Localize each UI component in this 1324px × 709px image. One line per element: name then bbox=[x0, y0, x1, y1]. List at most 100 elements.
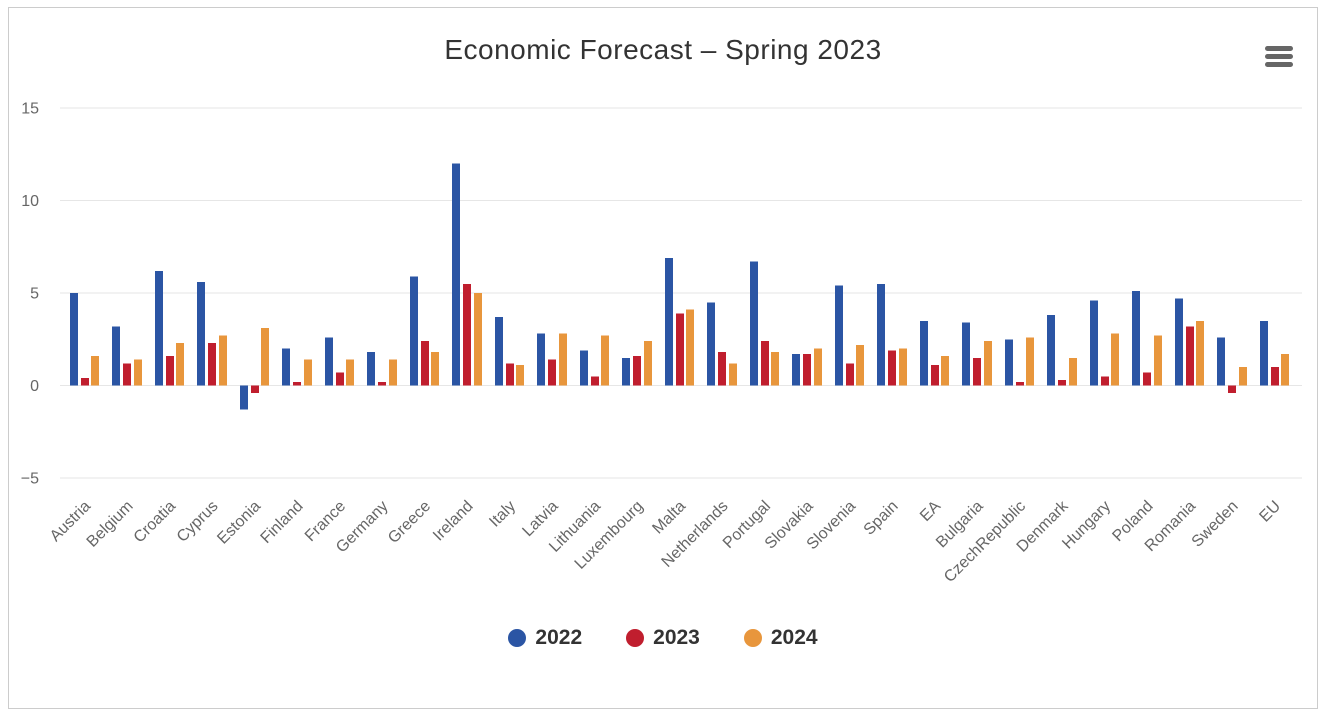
bar-2024-latvia[interactable] bbox=[559, 333, 567, 386]
bar-2024-romania[interactable] bbox=[1196, 320, 1204, 386]
bar-2024-finland[interactable] bbox=[304, 359, 312, 386]
bar-2022-portugal[interactable] bbox=[750, 261, 758, 386]
bar-2024-france[interactable] bbox=[346, 359, 354, 386]
bar-2024-denmark[interactable] bbox=[1069, 357, 1077, 386]
bar-2023-luxembourg[interactable] bbox=[633, 355, 641, 386]
bar-2024-czechrepublic[interactable] bbox=[1026, 337, 1034, 386]
bar-2022-spain[interactable] bbox=[877, 283, 885, 386]
bar-2024-belgium[interactable] bbox=[134, 359, 142, 386]
bar-2022-eu[interactable] bbox=[1260, 320, 1268, 386]
bar-2024-lithuania[interactable] bbox=[601, 335, 609, 386]
bar-2023-france[interactable] bbox=[336, 372, 344, 386]
bar-2024-slovakia[interactable] bbox=[814, 348, 822, 386]
bar-2023-belgium[interactable] bbox=[123, 363, 131, 386]
bar-2023-bulgaria[interactable] bbox=[973, 357, 981, 386]
legend-item-2022[interactable]: 2022 bbox=[508, 626, 582, 650]
bar-2024-italy[interactable] bbox=[516, 365, 524, 386]
legend-label-2022: 2022 bbox=[535, 626, 583, 649]
legend: 2022 2023 2024 bbox=[9, 626, 1317, 650]
bar-2023-estonia[interactable] bbox=[251, 385, 259, 393]
bar-2023-netherlands[interactable] bbox=[718, 352, 726, 386]
bar-2022-greece[interactable] bbox=[410, 276, 418, 386]
bar-2023-malta[interactable] bbox=[676, 313, 684, 386]
bar-2024-ireland[interactable] bbox=[474, 293, 482, 386]
y-axis-label: 5 bbox=[30, 286, 39, 303]
bar-2022-slovenia[interactable] bbox=[835, 285, 843, 386]
bar-2023-croatia[interactable] bbox=[166, 355, 174, 386]
bar-2022-bulgaria[interactable] bbox=[962, 322, 970, 386]
bar-2022-denmark[interactable] bbox=[1047, 315, 1055, 386]
bar-2023-ireland[interactable] bbox=[463, 283, 471, 386]
bar-2023-eu[interactable] bbox=[1271, 367, 1279, 386]
legend-label-2024: 2024 bbox=[770, 626, 818, 649]
bar-2023-czechrepublic[interactable] bbox=[1016, 381, 1024, 386]
bar-2023-greece[interactable] bbox=[421, 341, 429, 386]
bar-2023-ea[interactable] bbox=[931, 365, 939, 386]
bar-2022-latvia[interactable] bbox=[537, 333, 545, 386]
bar-2023-portugal[interactable] bbox=[761, 341, 769, 386]
bar-2023-italy[interactable] bbox=[506, 363, 514, 386]
bar-2023-latvia[interactable] bbox=[548, 359, 556, 386]
bar-2022-luxembourg[interactable] bbox=[622, 357, 630, 386]
bar-2024-spain[interactable] bbox=[899, 348, 907, 386]
y-axis-label: 0 bbox=[30, 378, 39, 395]
bar-2022-ea[interactable] bbox=[920, 320, 928, 386]
bar-2023-cyprus[interactable] bbox=[208, 342, 216, 386]
bar-2024-poland[interactable] bbox=[1154, 335, 1162, 386]
bar-2024-malta[interactable] bbox=[686, 309, 694, 386]
bar-2023-sweden[interactable] bbox=[1228, 385, 1236, 393]
legend-marker-2022 bbox=[508, 629, 527, 647]
bar-2023-finland[interactable] bbox=[293, 381, 301, 386]
bar-2024-austria[interactable] bbox=[91, 355, 99, 386]
bar-2022-italy[interactable] bbox=[495, 317, 503, 386]
bar-2023-austria[interactable] bbox=[81, 378, 89, 386]
bar-2023-hungary[interactable] bbox=[1101, 376, 1109, 386]
bar-2023-slovakia[interactable] bbox=[803, 354, 811, 386]
bar-2023-slovenia[interactable] bbox=[846, 363, 854, 386]
bar-2022-finland[interactable] bbox=[282, 348, 290, 386]
bar-2023-germany[interactable] bbox=[378, 381, 386, 386]
bar-2022-poland[interactable] bbox=[1132, 291, 1140, 386]
bar-2024-croatia[interactable] bbox=[176, 342, 184, 386]
bar-2022-cyprus[interactable] bbox=[197, 281, 205, 386]
bar-2022-hungary[interactable] bbox=[1090, 300, 1098, 386]
bar-2024-bulgaria[interactable] bbox=[984, 341, 992, 386]
bar-2023-romania[interactable] bbox=[1186, 326, 1194, 386]
bar-2024-luxembourg[interactable] bbox=[644, 341, 652, 386]
bar-2023-lithuania[interactable] bbox=[591, 376, 599, 386]
bar-2022-belgium[interactable] bbox=[112, 326, 120, 386]
bar-2024-greece[interactable] bbox=[431, 352, 439, 386]
bar-2022-france[interactable] bbox=[325, 337, 333, 386]
bar-2022-slovakia[interactable] bbox=[792, 354, 800, 386]
bar-2024-cyprus[interactable] bbox=[219, 335, 227, 386]
bar-2024-ea[interactable] bbox=[941, 355, 949, 386]
legend-item-2023[interactable]: 2023 bbox=[626, 626, 700, 650]
legend-item-2024[interactable]: 2024 bbox=[743, 626, 818, 650]
bar-2022-austria[interactable] bbox=[70, 293, 78, 386]
bar-2022-sweden[interactable] bbox=[1217, 337, 1225, 386]
bar-2024-slovenia[interactable] bbox=[856, 344, 864, 386]
bar-2022-romania[interactable] bbox=[1175, 298, 1183, 386]
bar-2022-malta[interactable] bbox=[665, 257, 673, 386]
bar-2022-netherlands[interactable] bbox=[707, 302, 715, 386]
bar-2024-portugal[interactable] bbox=[771, 352, 779, 386]
hamburger-menu-icon[interactable] bbox=[1265, 46, 1295, 67]
chart-container: Economic Forecast – Spring 2023 −5 0 5 10 15… bbox=[8, 7, 1318, 709]
bar-2022-germany[interactable] bbox=[367, 352, 375, 386]
x-axis-label-spain: Spain bbox=[861, 498, 902, 539]
bar-2024-estonia[interactable] bbox=[261, 328, 269, 386]
x-axis-label-ea: EA bbox=[917, 498, 944, 525]
bar-2024-hungary[interactable] bbox=[1111, 333, 1119, 386]
bar-2023-poland[interactable] bbox=[1143, 372, 1151, 386]
bar-2022-lithuania[interactable] bbox=[580, 350, 588, 386]
bar-2024-netherlands[interactable] bbox=[729, 363, 737, 386]
bar-2024-germany[interactable] bbox=[389, 359, 397, 386]
bar-2022-croatia[interactable] bbox=[155, 270, 163, 386]
bar-2024-sweden[interactable] bbox=[1239, 367, 1247, 386]
bar-2022-ireland[interactable] bbox=[452, 163, 460, 386]
bar-2024-eu[interactable] bbox=[1281, 354, 1289, 386]
bar-2022-estonia[interactable] bbox=[240, 385, 248, 410]
bar-2022-czechrepublic[interactable] bbox=[1005, 339, 1013, 386]
bar-2023-denmark[interactable] bbox=[1058, 379, 1066, 386]
bar-2023-spain[interactable] bbox=[888, 350, 896, 386]
